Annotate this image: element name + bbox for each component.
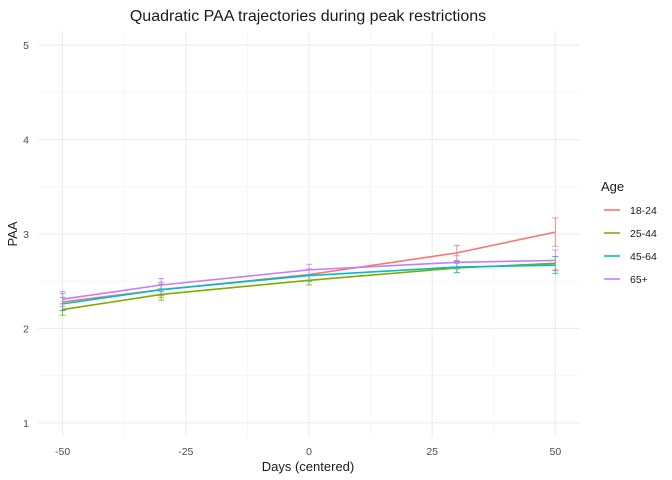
- legend-item: 65+: [604, 274, 648, 286]
- y-tick-label: 3: [23, 229, 29, 241]
- y-tick-label: 2: [23, 323, 29, 335]
- legend-title: Age: [601, 179, 624, 194]
- y-tick-labels: 1 2 3 4 5: [23, 40, 29, 430]
- y-tick-label: 4: [23, 135, 29, 147]
- x-axis-title: Days (centered): [262, 459, 354, 474]
- legend-item: 18-24: [604, 205, 657, 217]
- gridlines: [38, 31, 580, 437]
- legend-label: 45-64: [630, 251, 657, 263]
- y-axis-title: PAA: [5, 221, 20, 246]
- chart-title: Quadratic PAA trajectories during peak r…: [130, 8, 486, 25]
- x-tick-label: 25: [426, 446, 438, 458]
- legend-label: 18-24: [630, 205, 657, 217]
- error-bar: [552, 249, 559, 272]
- error-bar: [59, 291, 66, 308]
- series-line-65-: [62, 259, 556, 300]
- legend-label: 65+: [630, 274, 648, 286]
- x-tick-label: -25: [178, 446, 193, 458]
- legend: Age 18-24 25-44 45-64 65+: [601, 179, 657, 286]
- x-tick-label: -50: [55, 446, 70, 458]
- legend-item: 45-64: [604, 251, 657, 263]
- legend-label: 25-44: [630, 228, 657, 240]
- legend-item: 25-44: [604, 228, 657, 240]
- series-lines: [62, 231, 556, 311]
- series-line-45-64: [62, 264, 556, 305]
- y-tick-label: 5: [23, 40, 29, 52]
- y-tick-label: 1: [23, 418, 29, 430]
- x-tick-label: 50: [550, 446, 562, 458]
- error-bar: [552, 217, 559, 247]
- x-tick-labels: -50 -25 0 25 50: [55, 446, 561, 458]
- x-tick-label: 0: [306, 446, 312, 458]
